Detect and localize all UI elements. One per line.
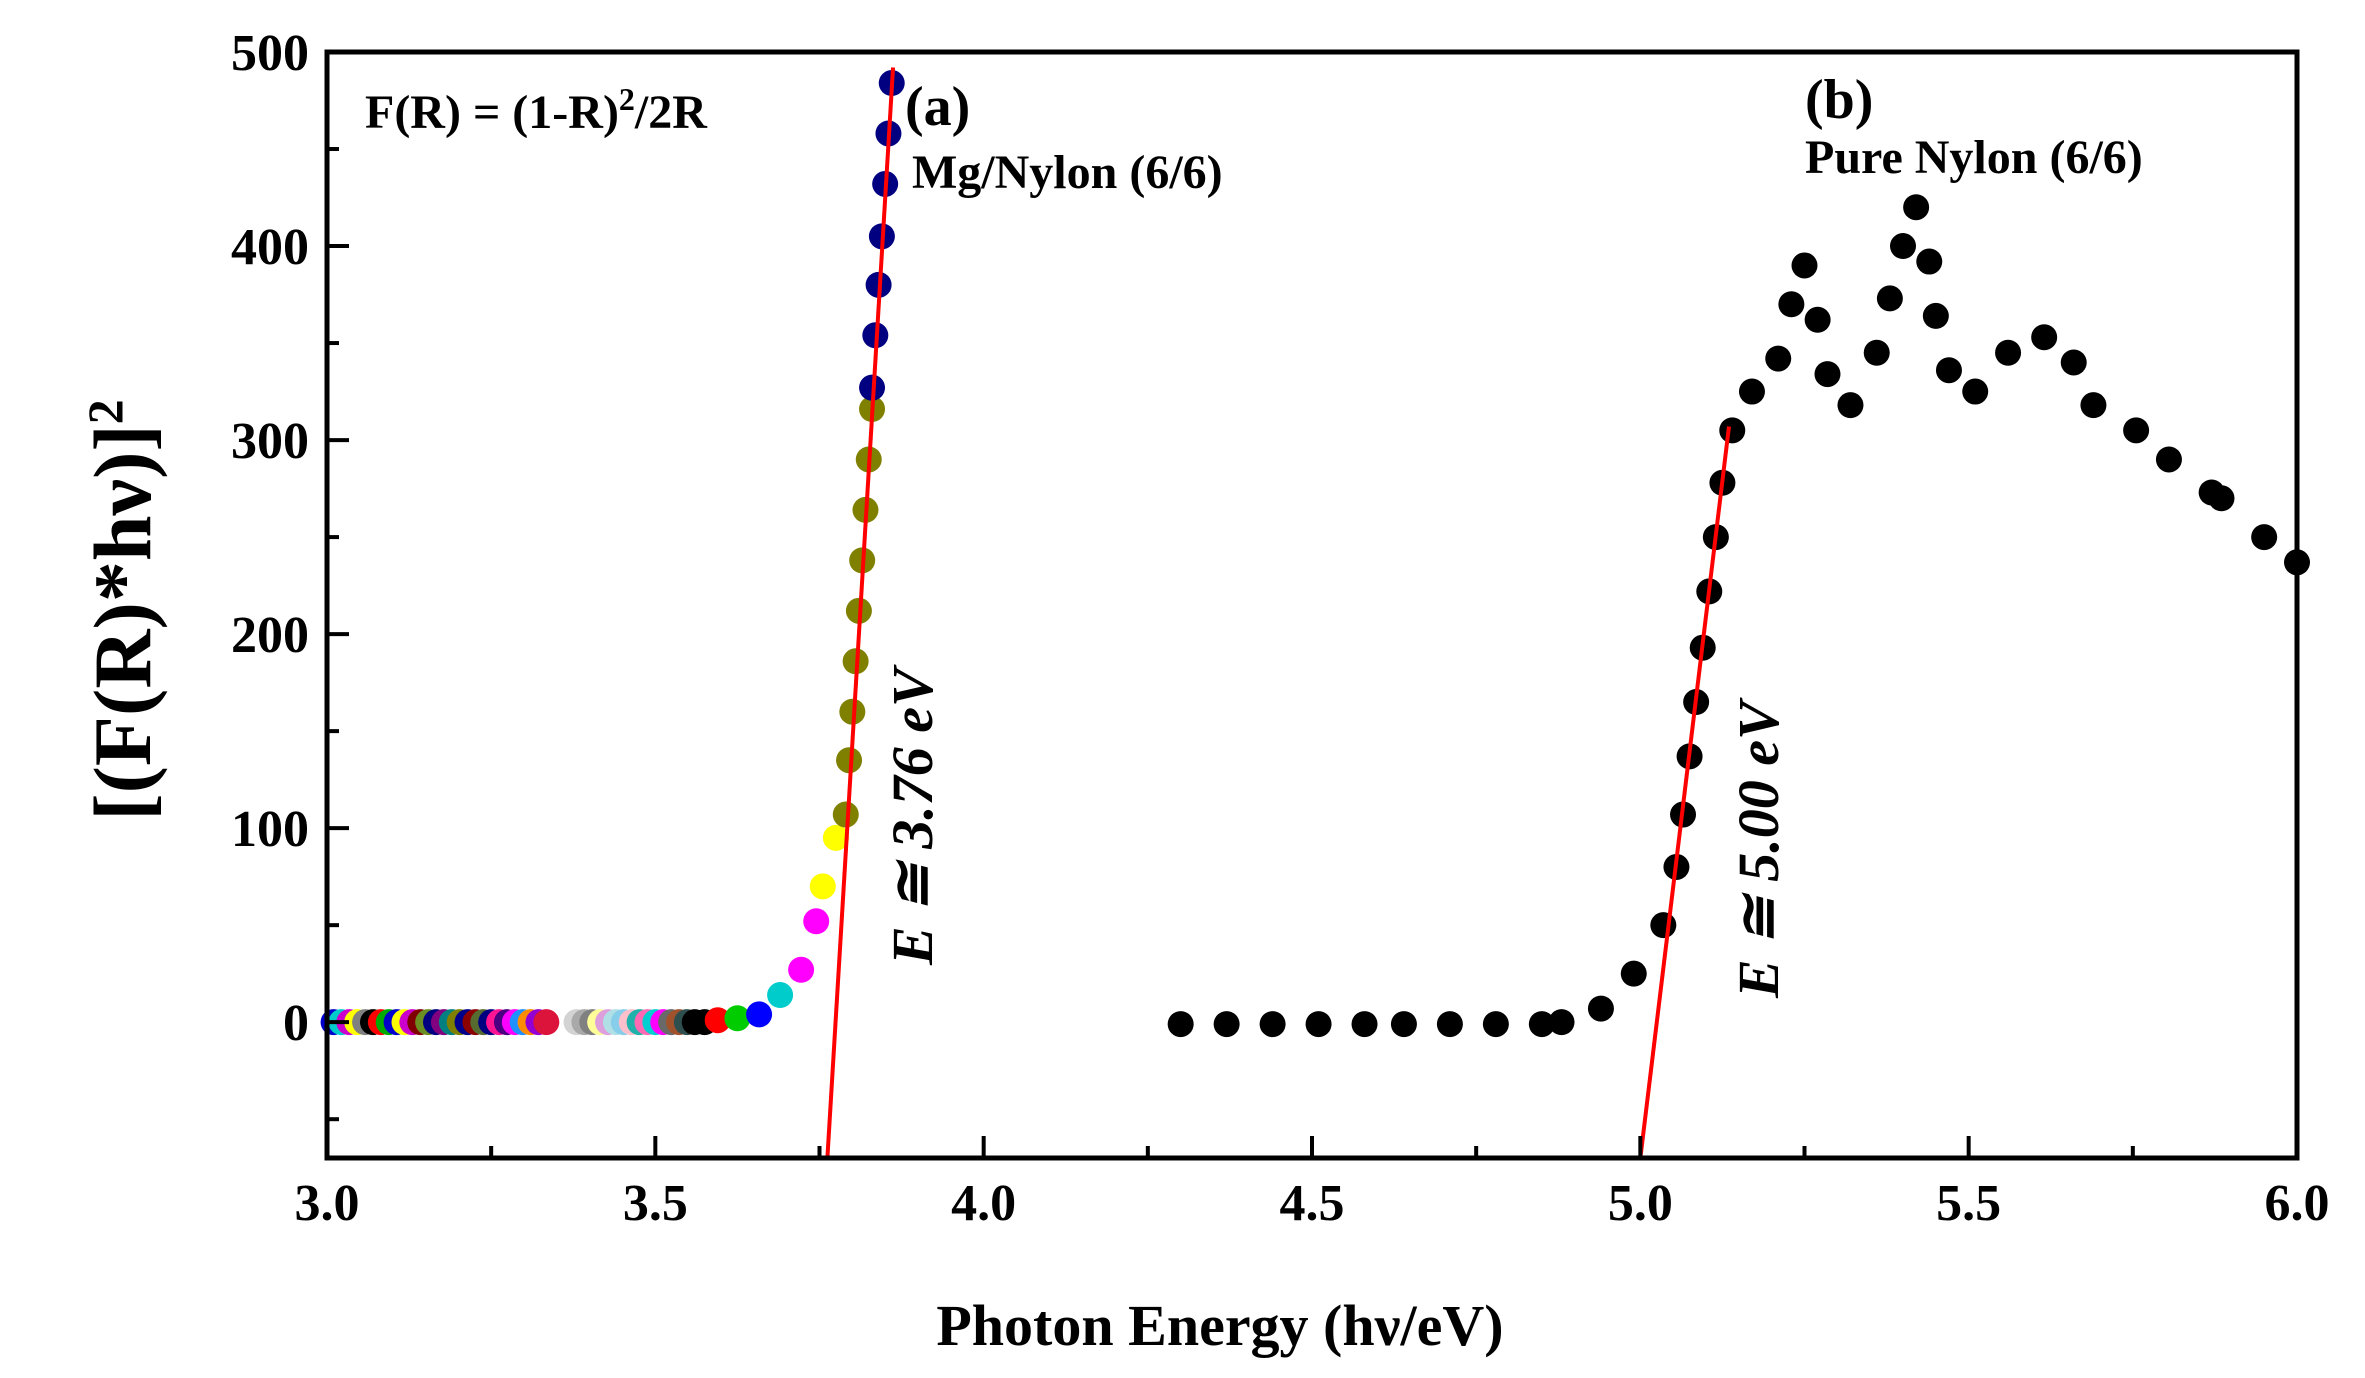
data-point (1935, 357, 1962, 384)
data-point (1548, 1009, 1575, 1036)
data-point (1482, 1011, 1509, 1038)
gap-label-b: E ≅ 5.00 eV (1726, 697, 1791, 999)
data-point (1814, 361, 1841, 388)
y-tick-label: 100 (231, 801, 309, 858)
x-tick-label: 6.0 (2265, 1175, 2330, 1232)
data-point (2155, 446, 2182, 473)
data-point (746, 1001, 773, 1028)
formula-tail: /2R (634, 86, 708, 139)
data-point (2208, 485, 2235, 512)
data-point (1528, 1011, 1555, 1038)
data-point (822, 824, 849, 851)
data-point (1213, 1011, 1240, 1038)
data-point (1804, 306, 1831, 333)
data-point (832, 801, 859, 828)
x-tick-label: 4.0 (951, 1175, 1016, 1232)
axes: 3.0 3.5 4.0 4.5 5.0 5.5 6.0 0 100 200 300 400 500 (231, 25, 2330, 1232)
data-point (1259, 1011, 1286, 1038)
data-point (767, 982, 794, 1009)
data-point (1167, 1011, 1194, 1038)
x-tick-label: 3.5 (623, 1175, 688, 1232)
y-tick-label: 400 (231, 219, 309, 276)
data-point (1719, 417, 1746, 444)
data-point (1922, 302, 1949, 329)
data-point (809, 873, 836, 900)
data-point (1778, 291, 1805, 318)
data-point (803, 908, 830, 935)
data-point (2031, 324, 2058, 351)
y-tick-label: 300 (231, 413, 309, 470)
panel-label-b: (b) (1805, 69, 1873, 131)
data-point (704, 1007, 731, 1034)
data-point (1436, 1011, 1463, 1038)
formula-exponent: 2 (619, 81, 635, 117)
data-point (1765, 345, 1792, 372)
data-point (724, 1005, 751, 1032)
x-axis-title: Photon Energy (hν/eV) (936, 1293, 1503, 1358)
y-tick-label: 0 (283, 995, 309, 1052)
data-point (1903, 194, 1930, 221)
data-point (788, 956, 815, 983)
fit-line (1638, 426, 1731, 1159)
data-point (1837, 392, 1864, 419)
plot-area (320, 67, 2310, 1159)
gap-label-a: E ≅ 3.76 eV (880, 664, 945, 966)
x-tick-label: 5.0 (1608, 1175, 1673, 1232)
x-tick-label: 3.0 (295, 1175, 360, 1232)
data-point (1620, 960, 1647, 987)
data-point (1916, 248, 1943, 275)
panel-label-a: (a) (905, 76, 970, 138)
data-point (1351, 1011, 1378, 1038)
data-point (1390, 1011, 1417, 1038)
formula-text: F(R) = (1-R) (365, 86, 619, 139)
data-point (836, 747, 863, 774)
formula-annotation: F(R) = (1-R)2/2R (365, 81, 708, 139)
data-point (2123, 417, 2150, 444)
data-point (1650, 912, 1677, 939)
x-tick-label: 4.5 (1280, 1175, 1345, 1232)
data-point (2080, 392, 2107, 419)
y-axis-title: [(F(R)*hν)]2 (77, 399, 168, 820)
data-point (2060, 349, 2087, 376)
data-point (1962, 378, 1989, 405)
data-point (2251, 524, 2278, 551)
data-point (533, 1009, 560, 1036)
y-axis-title-main: [(F(R)*hν)] (77, 424, 168, 820)
data-point (1738, 378, 1765, 405)
series-mg-nylon (320, 67, 905, 1159)
series-label-mg-nylon: Mg/Nylon (6/6) (912, 146, 1223, 199)
data-point (1587, 995, 1614, 1022)
series-pure-nylon (1167, 194, 2310, 1159)
x-tick-label: 5.5 (1936, 1175, 2001, 1232)
data-point (1791, 252, 1818, 279)
data-point (1863, 339, 1890, 366)
y-tick-label: 500 (231, 25, 309, 82)
fit-line (825, 67, 896, 1159)
series-label-pure-nylon: Pure Nylon (6/6) (1805, 131, 2143, 184)
y-tick-label: 200 (231, 607, 309, 664)
data-point (1890, 233, 1916, 260)
data-point (1876, 285, 1903, 312)
y-axis-title-exponent: 2 (77, 399, 133, 424)
data-point (1305, 1011, 1332, 1038)
data-point (1995, 339, 2022, 366)
